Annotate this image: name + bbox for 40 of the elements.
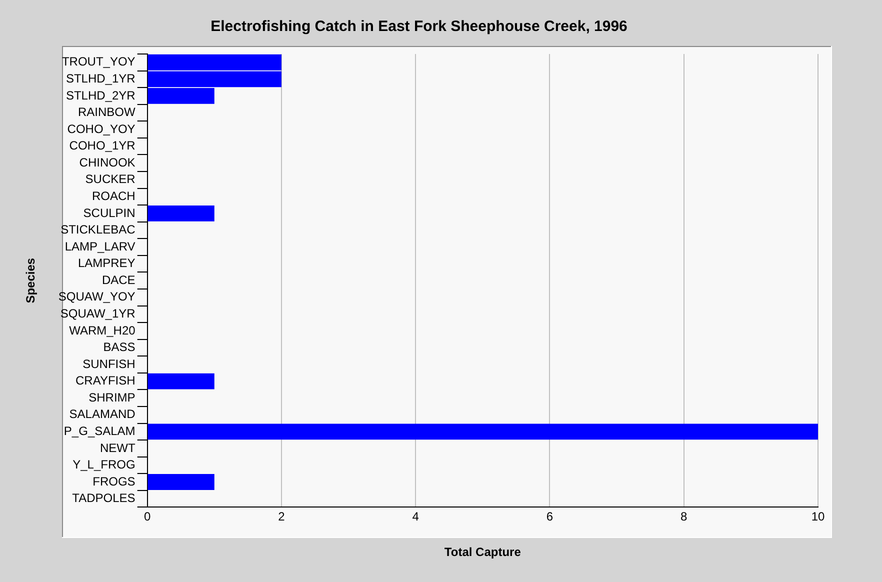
y-axis-title: Species — [24, 258, 38, 304]
y-tick-label: BASS — [103, 340, 136, 354]
y-tick-label: SCULPIN — [83, 206, 136, 220]
y-tick-label: DACE — [102, 272, 136, 287]
y-tick-label: RAINBOW — [78, 105, 136, 120]
bar — [148, 373, 214, 390]
y-tick-label: STICKLEBAC — [60, 222, 136, 237]
y-tick-label: COHO_YOY — [67, 122, 136, 136]
y-tick-label: SQUAW_YOY — [58, 290, 136, 304]
y-tick-label: FROGS — [92, 474, 136, 488]
y-tick-label: LAMP_LARV — [64, 239, 136, 254]
y-tick-label: ROACH — [92, 188, 136, 203]
y-tick-label: CHINOOK — [79, 155, 136, 170]
x-tick-label: 10 — [811, 510, 825, 524]
bar — [148, 205, 214, 222]
bar — [148, 424, 818, 440]
x-axis-title: Total Capture — [444, 545, 522, 560]
x-tick-label: 0 — [144, 510, 151, 524]
y-tick-label: SUCKER — [85, 172, 136, 186]
y-tick-label: SALAMAND — [69, 407, 136, 422]
y-tick-label: STLHD_2YR — [66, 88, 136, 102]
y-tick-label: TROUT_YOY — [62, 54, 136, 69]
y-tick-label: LAMPREY — [78, 256, 136, 270]
y-tick-label: Y_L_FROG — [72, 458, 136, 472]
y-tick-label: SQUAW_1YR — [60, 306, 136, 320]
x-tick-label: 6 — [546, 510, 554, 524]
y-tick-label: TADPOLES — [72, 491, 136, 506]
y-tick-label: WARM_H20 — [69, 323, 136, 338]
bar — [148, 474, 214, 490]
y-tick-label: SUNFISH — [82, 356, 136, 371]
y-tick-label: CRAYFISH — [76, 374, 136, 388]
y-tick-label: SHRIMP — [88, 390, 136, 404]
x-tick-label: 2 — [278, 510, 286, 524]
chart-title: Electrofishing Catch in East Fork Sheephouse Creek, 1996 — [210, 18, 628, 36]
x-tick-label: 8 — [680, 510, 688, 524]
y-tick-label: STLHD_1YR — [66, 71, 136, 86]
y-tick-label: COHO_1YR — [69, 138, 136, 153]
y-tick-label: P_G_SALAM — [64, 424, 136, 438]
x-tick-label: 4 — [412, 510, 420, 524]
y-tick-label: NEWT — [100, 440, 136, 455]
